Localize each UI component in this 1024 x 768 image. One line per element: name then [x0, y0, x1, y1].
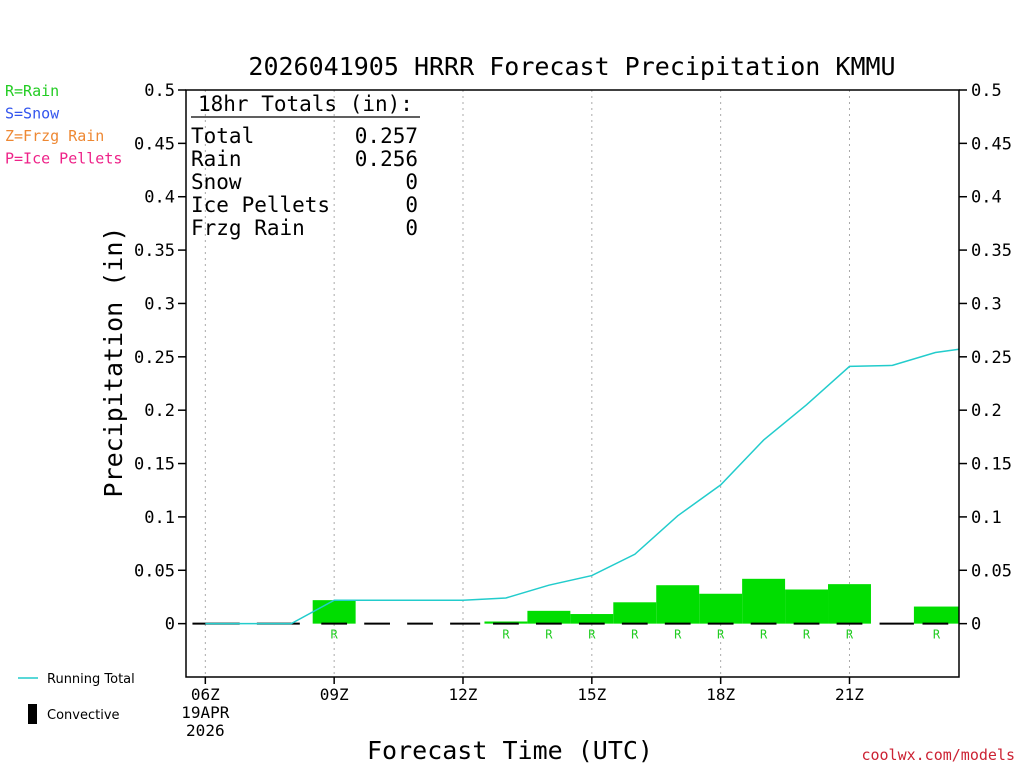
bar-10 [913, 606, 959, 624]
legend-type-3: P=Ice Pellets [5, 150, 122, 168]
y-tick-label-left-10: 0.5 [144, 81, 175, 101]
y-tick-label-right-5: 0.25 [971, 348, 1012, 368]
legend-label-0: Running Total [47, 672, 135, 687]
legend-label-1: Convective [47, 708, 120, 723]
y-tick-label-right-2: 0.1 [971, 508, 1002, 528]
bar-4 [613, 602, 657, 624]
bar-2 [527, 610, 571, 624]
y-tick-label-left-3: 0.15 [134, 455, 175, 475]
x-tick-sublabel-0-1: 2026 [186, 721, 225, 740]
bar-8 [785, 589, 829, 624]
x-tick-label-4: 18Z [706, 685, 735, 704]
precip-type-legend: R=Rain S=Snow Z=Frzg Rain P=Ice Pellets [5, 82, 122, 168]
legend-type-1: S=Snow [5, 105, 60, 123]
x-tick-label-0: 06Z [191, 685, 220, 704]
totals-label-3: Ice Pellets [191, 193, 330, 217]
x-tick-label-1: 09Z [320, 685, 349, 704]
y-axis-label: Precipitation (in) [99, 227, 128, 498]
y-tick-label-right-7: 0.35 [971, 241, 1012, 261]
bar-type-label-3: R [588, 628, 596, 642]
x-axis-label: Forecast Time (UTC) [367, 736, 653, 765]
totals-value-0: 0.257 [355, 124, 418, 148]
y-tick-label-left-4: 0.2 [144, 401, 175, 421]
bar-0 [312, 600, 356, 624]
grid-lines [204, 90, 850, 677]
x-tick-label-3: 15Z [577, 685, 606, 704]
totals-label-2: Snow [191, 170, 242, 194]
y-tick-label-left-0: 0 [165, 615, 175, 635]
y-tick-label-right-9: 0.45 [971, 134, 1012, 154]
y-tick-label-left-5: 0.25 [134, 348, 175, 368]
bar-type-label-5: R [674, 628, 682, 642]
y-axis-ticks: 0 00.05 0.050.1 0.10.15 0.150.2 0.20.25 0.250.… [134, 81, 1012, 635]
bar-type-label-2: R [545, 628, 553, 642]
y-tick-label-left-8: 0.4 [144, 188, 175, 208]
totals-label-4: Frzg Rain [191, 216, 305, 240]
running-total-line [205, 348, 960, 625]
chart-title: 2026041905 HRRR Forecast Precipitation K… [248, 52, 895, 81]
totals-heading: 18hr Totals (in): [198, 92, 413, 116]
legend-type-2: Z=Frzg Rain [5, 127, 104, 145]
bar-type-label-8: R [803, 628, 811, 642]
y-tick-label-right-1: 0.05 [971, 561, 1012, 581]
bar-type-label-10: R [933, 628, 941, 642]
x-tick-label-5: 21Z [835, 685, 864, 704]
totals-value-1: 0.256 [355, 147, 418, 171]
y-tick-label-right-3: 0.15 [971, 455, 1012, 475]
totals-label-0: Total [191, 124, 254, 148]
legend-swatch-1 [28, 704, 37, 724]
totals-value-2: 0 [405, 170, 418, 194]
bar-9 [828, 584, 871, 624]
bar-type-label-1: R [502, 628, 510, 642]
totals-box: 18hr Totals (in): Total 0.257 Rain 0.256 Snow… [191, 92, 420, 240]
plot-frame [185, 89, 960, 678]
bar-series [312, 578, 959, 624]
running-total-series [205, 348, 960, 625]
x-tick-sublabel-0-0: 19APR [181, 703, 230, 722]
bar-1 [484, 621, 528, 624]
x-tick-label-2: 12Z [449, 685, 478, 704]
bar-7 [742, 578, 786, 624]
bar-type-label-4: R [631, 628, 639, 642]
bar-type-label-9: R [846, 628, 854, 642]
y-tick-label-right-6: 0.3 [971, 294, 1002, 314]
y-tick-label-left-2: 0.1 [144, 508, 175, 528]
bar-type-label-0: R [331, 628, 339, 642]
bar-type-label-7: R [760, 628, 768, 642]
legend-type-0: R=Rain [5, 82, 59, 100]
totals-value-4: 0 [405, 216, 418, 240]
y-tick-label-left-7: 0.35 [134, 241, 175, 261]
y-tick-label-right-8: 0.4 [971, 188, 1002, 208]
bar-3 [570, 614, 614, 624]
credit-text: coolwx.com/models [861, 746, 1015, 764]
y-tick-label-right-10: 0.5 [971, 81, 1002, 101]
bar-5 [656, 585, 700, 624]
y-tick-label-left-9: 0.45 [134, 134, 175, 154]
totals-label-1: Rain [191, 147, 242, 171]
series-legend: Running Total Convective [18, 672, 135, 724]
y-tick-label-left-6: 0.3 [144, 294, 175, 314]
y-tick-label-right-0: 0 [971, 615, 981, 635]
bar-6 [699, 593, 743, 624]
totals-value-3: 0 [405, 193, 418, 217]
bar-type-label-6: R [717, 628, 725, 642]
y-tick-label-left-1: 0.05 [134, 561, 175, 581]
y-tick-label-right-4: 0.2 [971, 401, 1002, 421]
